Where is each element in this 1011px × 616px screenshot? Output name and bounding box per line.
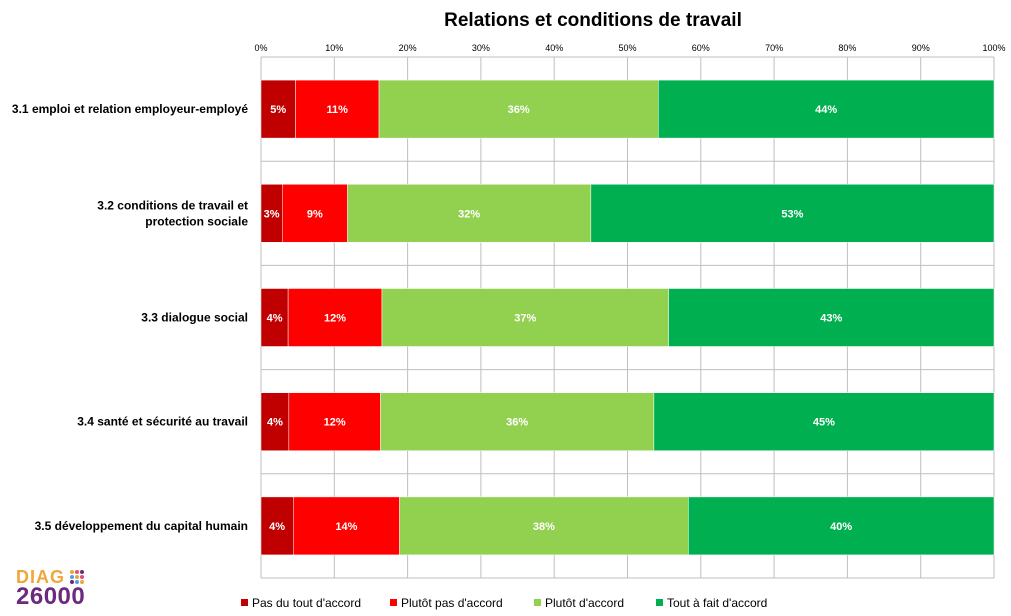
x-tick-label: 40% (545, 43, 563, 53)
data-label: 4% (267, 313, 283, 325)
bar-segment (293, 496, 400, 556)
data-label: 53% (781, 208, 803, 220)
data-label: 14% (335, 521, 357, 533)
logo-dot (70, 580, 74, 584)
logo-dot (75, 570, 79, 574)
data-label: 43% (820, 313, 842, 325)
bar-segment (381, 288, 669, 347)
category-labels: 3.1 emploi et relation employeur-employé… (12, 102, 248, 533)
category-label: protection sociale (145, 214, 248, 228)
bar-segment (378, 79, 659, 139)
x-tick-label: 70% (765, 43, 783, 53)
bar-segment (260, 79, 296, 139)
data-label: 45% (813, 417, 835, 429)
logo-dot (80, 575, 84, 579)
chart-title: Relations et conditions de travail (444, 10, 742, 31)
logo-dot (75, 580, 79, 584)
bar-segment (260, 288, 289, 347)
legend-swatch (534, 599, 541, 606)
x-tick-label: 50% (618, 43, 636, 53)
logo-dot (70, 575, 74, 579)
category-label: 3.5 développement du capital humain (35, 519, 248, 533)
x-tick-label: 80% (838, 43, 856, 53)
data-label: 36% (508, 104, 530, 116)
data-label: 9% (307, 208, 323, 220)
bar-segment (282, 184, 348, 243)
legend-label: Plutôt pas d'accord (401, 596, 503, 610)
bar-segment (653, 392, 995, 451)
category-label: 3.4 santé et sécurité au travail (77, 415, 248, 429)
legend-swatch (656, 599, 663, 606)
data-label: 36% (506, 417, 528, 429)
logo-dot (70, 570, 74, 574)
data-label: 38% (533, 521, 555, 533)
x-tick-label: 100% (982, 43, 1005, 53)
data-label: 32% (458, 208, 480, 220)
logo-dots-icon (70, 570, 84, 584)
legend-label: Tout à fait d'accord (667, 596, 767, 610)
x-tick-label: 20% (399, 43, 417, 53)
bar-segment (260, 496, 294, 556)
bar-segment (590, 184, 995, 243)
x-tick-label: 0% (254, 43, 267, 53)
bars: 5% 11% 36% 44% 3% 9% 32% 53% 4% 12% 37% 43% 4% 12% 36%… (260, 79, 995, 556)
x-tick-label: 10% (325, 43, 343, 53)
bar-segment (287, 288, 383, 347)
data-label: 4% (269, 521, 285, 533)
logo-dot (80, 570, 84, 574)
data-label: 40% (830, 521, 852, 533)
logo-text-diag: DIAG (16, 567, 65, 587)
logo-dot (75, 575, 79, 579)
data-label: 37% (514, 313, 536, 325)
logo-dot (80, 580, 84, 584)
category-label: 3.1 emploi et relation employeur-employé (12, 102, 248, 116)
x-tick-label: 60% (692, 43, 710, 53)
bar-segment (658, 79, 995, 139)
bar-segment (260, 392, 290, 451)
bar-segment (288, 392, 381, 451)
bar-segment (688, 496, 995, 556)
legend-label: Plutôt d'accord (545, 596, 624, 610)
x-tick-label: 90% (912, 43, 930, 53)
data-label: 5% (270, 104, 286, 116)
bar-segment (295, 79, 380, 139)
x-axis-ticks: 0% 10% 20% 30% 40% 50% 60% 70% 80% 90% 100% (254, 43, 1005, 53)
category-label: 3.3 dialogue social (141, 311, 248, 325)
data-label: 4% (267, 417, 283, 429)
category-label: 3.2 conditions de travail et (97, 198, 248, 212)
legend-swatch (241, 599, 248, 606)
x-tick-label: 30% (472, 43, 490, 53)
legend: Pas du tout d'accord Plutôt pas d'accord P… (241, 596, 767, 610)
legend-label: Pas du tout d'accord (252, 596, 361, 610)
data-label: 3% (264, 208, 280, 220)
data-label: 11% (327, 104, 349, 116)
legend-swatch (390, 599, 397, 606)
data-label: 12% (324, 313, 346, 325)
diag26000-logo: DIAG 26000 (16, 568, 85, 609)
logo-text-26000: 26000 (16, 583, 86, 610)
bar-segment (399, 496, 689, 556)
bar-segment (668, 288, 995, 347)
bar-segment (347, 184, 592, 243)
data-label: 12% (324, 417, 346, 429)
data-label: 44% (815, 104, 837, 116)
